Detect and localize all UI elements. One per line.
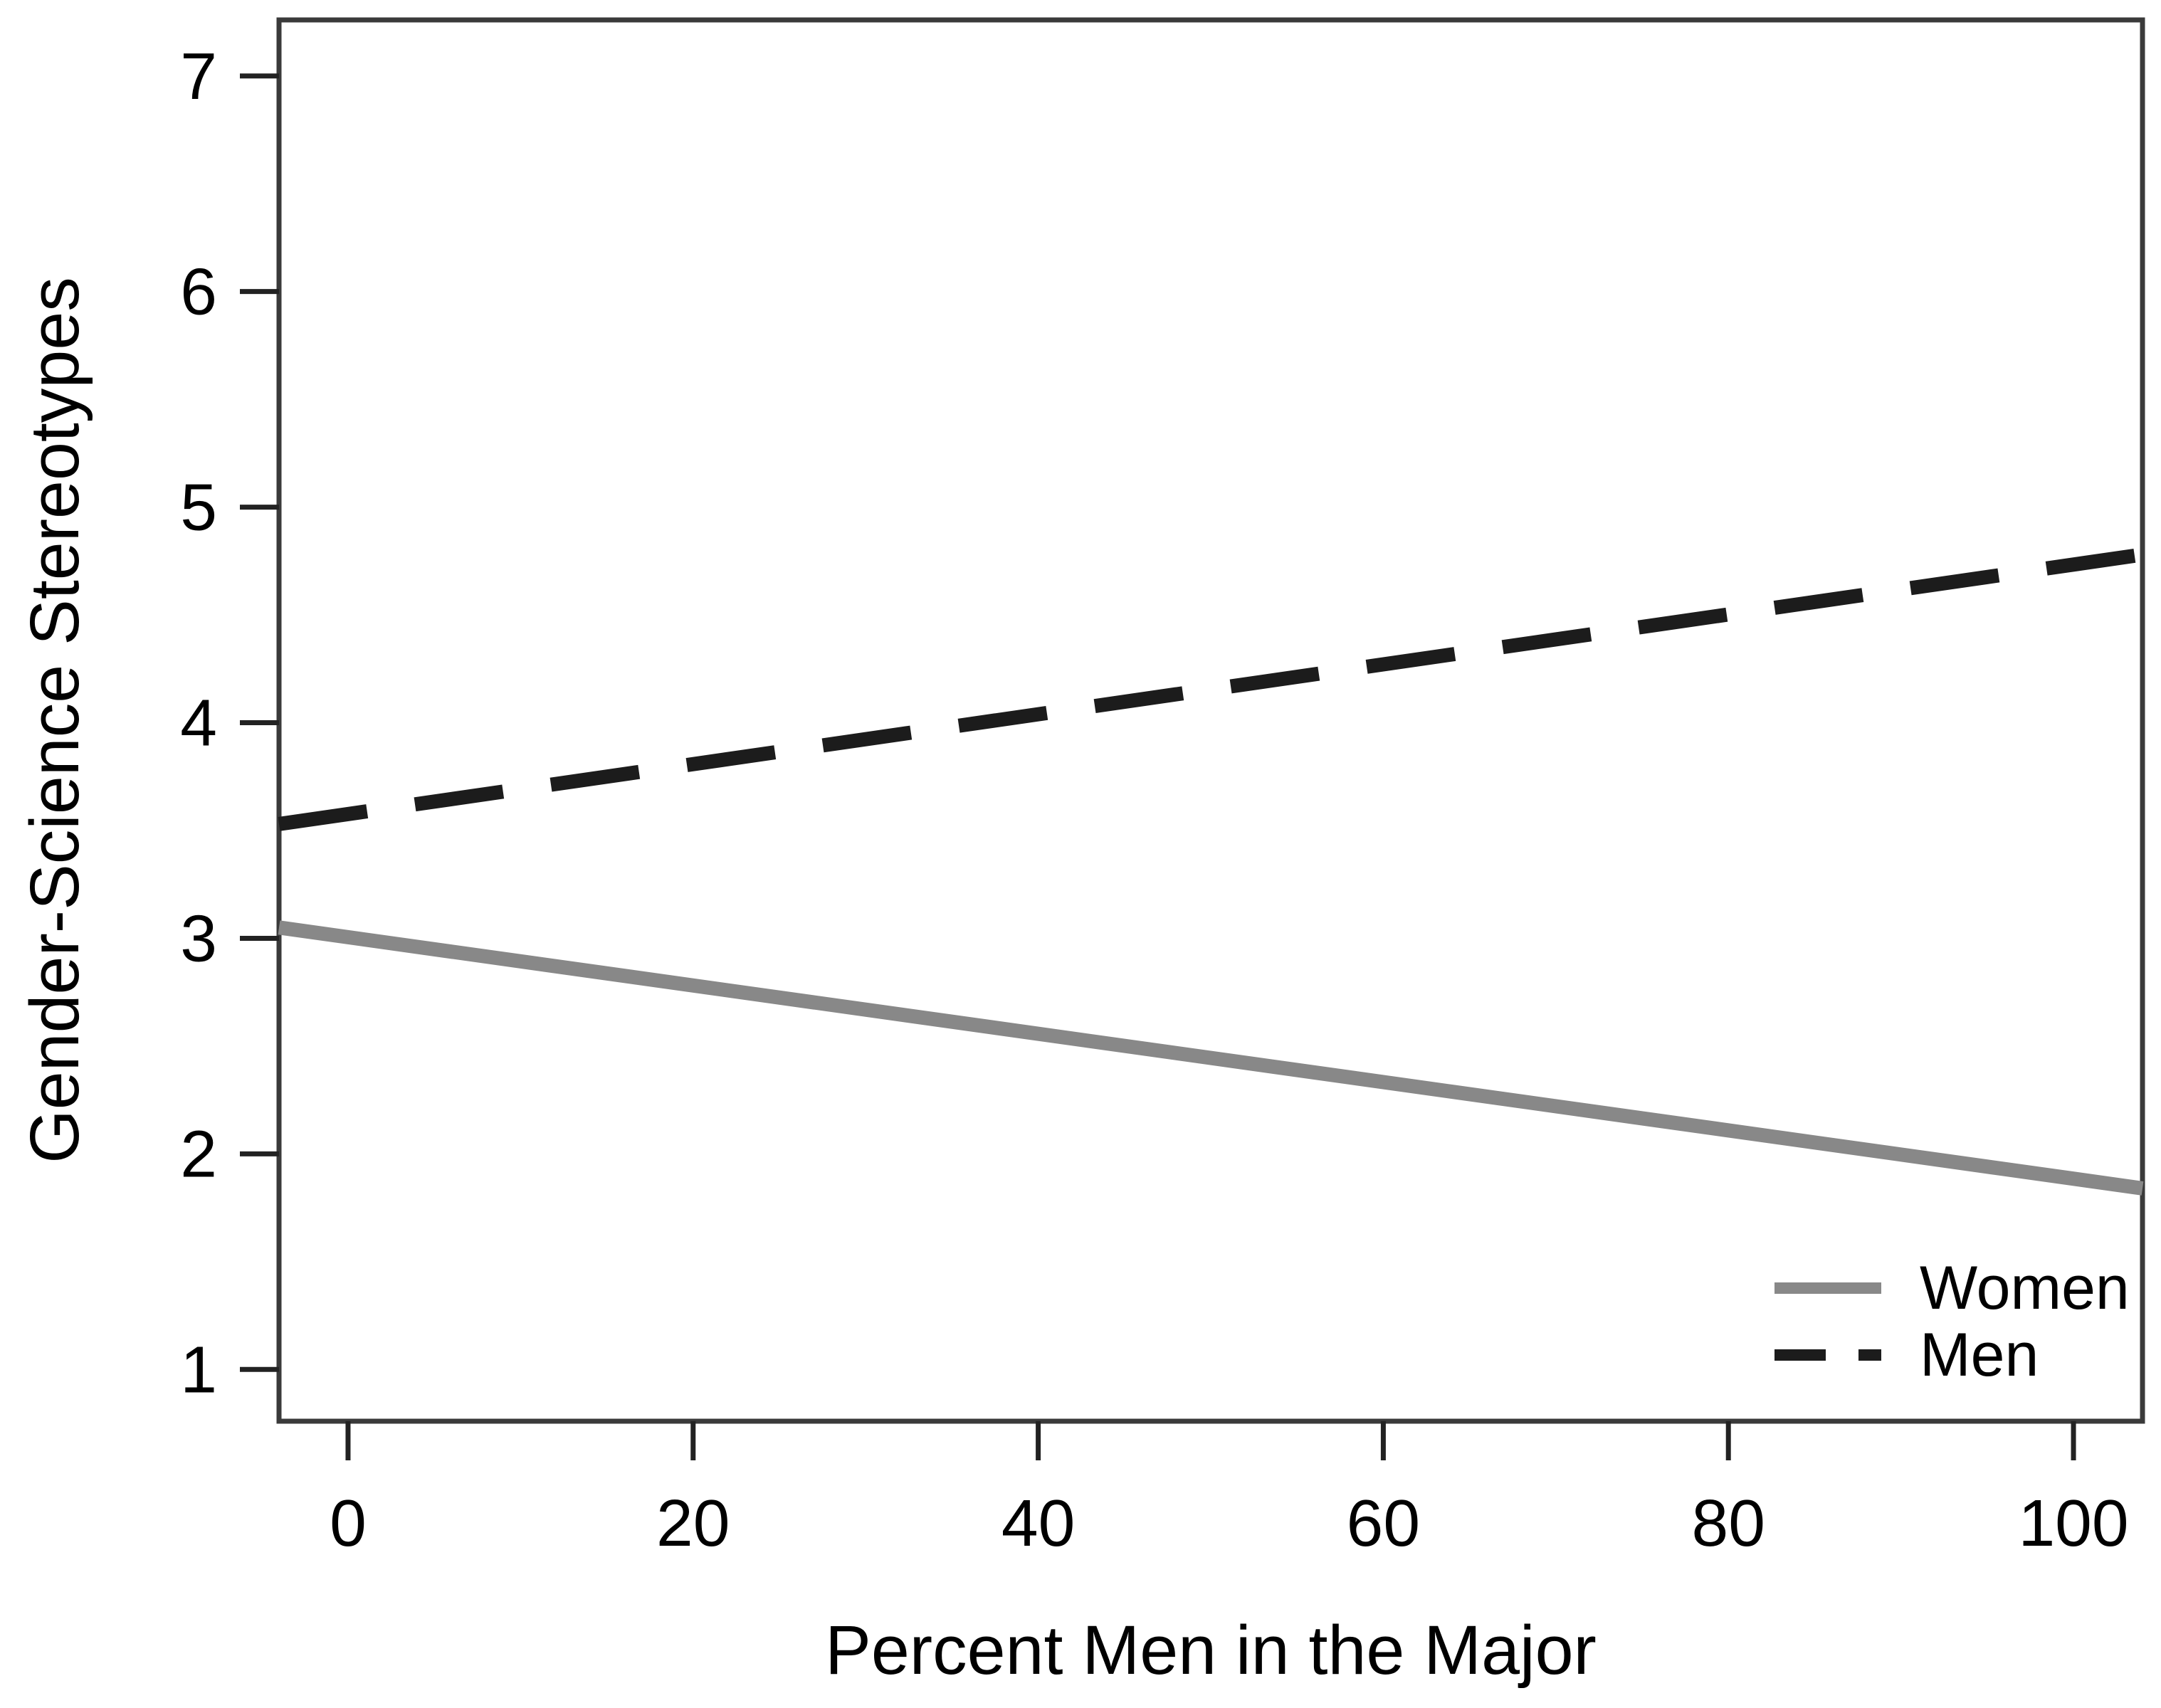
x-axis-tick-label: 60 bbox=[1347, 1486, 1420, 1560]
legend-label-women: Women bbox=[1920, 1254, 2130, 1322]
x-axis-tick-label: 80 bbox=[1691, 1486, 1765, 1560]
y-axis-tick-label: 6 bbox=[180, 255, 217, 329]
y-axis-tick-label: 1 bbox=[180, 1332, 217, 1406]
plot-border bbox=[276, 17, 2145, 1424]
series-line-men bbox=[278, 547, 2144, 831]
x-axis-tick-label: 40 bbox=[1001, 1486, 1075, 1560]
y-axis-tick-label: 7 bbox=[180, 39, 217, 113]
y-axis-tick-label: 5 bbox=[180, 470, 217, 544]
x-axis-tick-label: 100 bbox=[2018, 1486, 2128, 1560]
y-axis-title: Gender-Science Stereotypes bbox=[16, 277, 93, 1164]
y-axis-tick-label: 3 bbox=[180, 901, 217, 975]
x-axis-title: Percent Men in the Major bbox=[825, 1611, 1597, 1689]
x-axis-tick-label: 20 bbox=[656, 1486, 730, 1560]
x-axis-tick-label: 0 bbox=[330, 1486, 367, 1560]
y-axis-tick-label: 4 bbox=[180, 686, 217, 760]
legend-label-men: Men bbox=[1920, 1321, 2039, 1389]
series-line-women bbox=[278, 920, 2144, 1196]
y-axis-tick-label: 2 bbox=[180, 1117, 217, 1191]
